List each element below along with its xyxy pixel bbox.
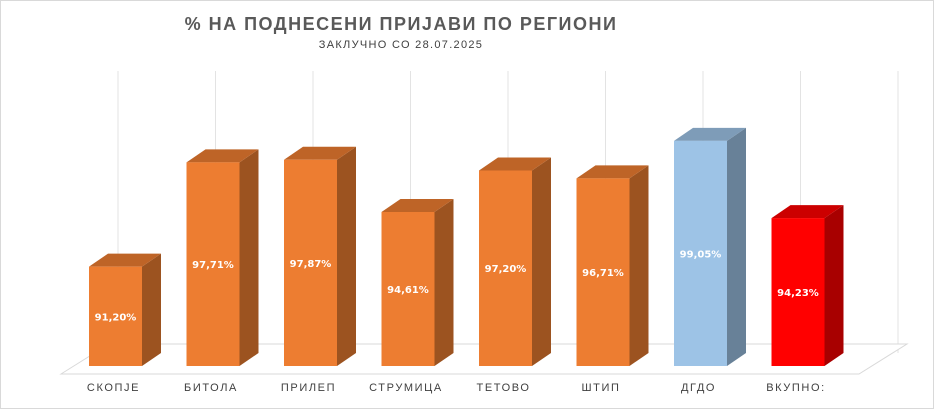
category-label: СТРУМИЦА bbox=[369, 382, 443, 394]
bar-top bbox=[479, 157, 551, 171]
bar-side bbox=[824, 205, 844, 366]
bar-side bbox=[532, 157, 551, 366]
category-label: ТЕТОВО bbox=[477, 382, 531, 394]
data-label: 97,71% bbox=[192, 260, 234, 271]
chart-subtitle: ЗАКЛУЧНО СО 28.07.2025 bbox=[318, 39, 484, 51]
bar-top bbox=[576, 165, 649, 179]
bar-top bbox=[381, 198, 454, 212]
bar: 94,61% bbox=[381, 198, 454, 366]
bar-front bbox=[186, 162, 240, 366]
data-label: 94,61% bbox=[387, 285, 429, 296]
bar-top bbox=[284, 146, 356, 160]
bar-top bbox=[771, 205, 844, 219]
bar-front bbox=[771, 218, 825, 366]
chart-title: % НА ПОДНЕСЕНИ ПРИЈАВИ ПО РЕГИОНИ bbox=[184, 14, 618, 34]
bar-front bbox=[89, 266, 142, 366]
data-label: 99,05% bbox=[680, 249, 722, 260]
category-label: ВКУПНО: bbox=[766, 382, 826, 394]
bar-side bbox=[727, 127, 746, 366]
bar: 94,23% bbox=[771, 205, 844, 366]
data-label: 91,20% bbox=[95, 312, 137, 323]
bar-front bbox=[576, 178, 630, 366]
category-label: БИТОЛА bbox=[184, 382, 238, 394]
bar: 96,71% bbox=[576, 165, 649, 366]
bar: 91,20% bbox=[89, 253, 161, 366]
bar: 99,05% bbox=[674, 127, 746, 366]
data-label: 97,87% bbox=[290, 259, 332, 270]
bar: 97,71% bbox=[186, 149, 259, 366]
bar-top bbox=[674, 127, 746, 141]
bar-side bbox=[337, 146, 356, 366]
data-label: 96,71% bbox=[582, 268, 624, 279]
data-label: 97,20% bbox=[485, 264, 527, 275]
bar-front bbox=[381, 211, 435, 366]
bar-front bbox=[674, 140, 727, 366]
category-labels: СКОПЈЕ БИТОЛА ПРИЛЕП СТРУМИЦА ТЕТОВО ШТИП ДГДО… bbox=[87, 382, 826, 394]
bar-side bbox=[142, 253, 161, 366]
bar-top bbox=[186, 149, 259, 163]
category-label: ДГДО bbox=[681, 382, 716, 394]
bar: 97,20% bbox=[479, 157, 551, 366]
category-label: СКОПЈЕ bbox=[87, 382, 140, 394]
bar-front bbox=[479, 170, 532, 366]
bar: 97,87% bbox=[284, 146, 356, 366]
bar-side bbox=[239, 149, 259, 366]
category-label: ШТИП bbox=[581, 382, 620, 394]
bar-top bbox=[89, 253, 161, 267]
data-label: 94,23% bbox=[777, 288, 819, 299]
bar-front bbox=[284, 159, 337, 366]
category-label: ПРИЛЕП bbox=[281, 382, 336, 394]
bar-side bbox=[629, 165, 649, 366]
bars: 91,20% 97,71% 97,87% 94,61% 97,20% 96,71% 99,0… bbox=[89, 127, 844, 366]
bar-side bbox=[434, 198, 454, 366]
